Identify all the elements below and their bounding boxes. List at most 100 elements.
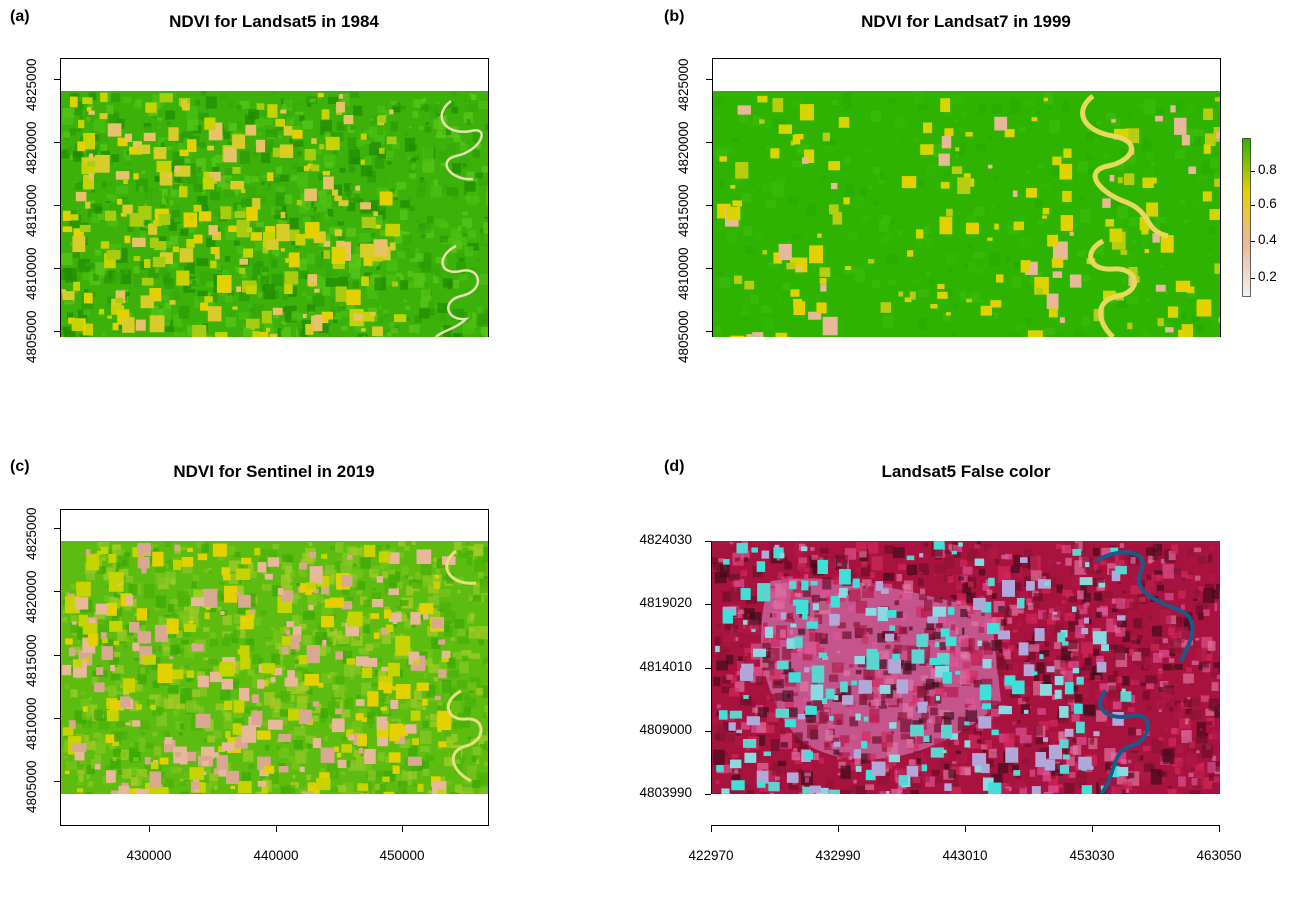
- raster-cell: [826, 780, 834, 790]
- raster-cell: [1064, 612, 1076, 622]
- raster-patch: [431, 618, 444, 629]
- raster-cell: [247, 669, 254, 677]
- raster-cell: [1172, 728, 1180, 735]
- raster-cell: [1079, 605, 1084, 610]
- raster-cell: [1015, 727, 1027, 736]
- raster-patch: [410, 710, 421, 721]
- raster-cell: [285, 116, 295, 124]
- raster-cell: [811, 594, 820, 603]
- raster-cell: [392, 621, 398, 628]
- y-tick: [54, 528, 60, 529]
- raster-cell: [377, 752, 385, 762]
- raster-cell: [810, 547, 815, 551]
- raster-cell: [1013, 647, 1023, 659]
- raster-patch: [373, 632, 380, 639]
- raster-cell: [219, 581, 225, 585]
- raster-patch: [324, 599, 336, 608]
- raster-cell: [1077, 161, 1089, 172]
- raster-cell: [288, 756, 298, 762]
- raster-cell: [427, 694, 437, 702]
- raster-patch: [761, 550, 770, 559]
- raster-cell: [92, 272, 99, 281]
- raster-cell: [794, 757, 802, 765]
- raster-cell: [960, 111, 966, 118]
- raster-cell: [252, 263, 261, 275]
- raster-cell: [144, 203, 148, 207]
- raster-patch: [1203, 108, 1213, 120]
- raster-patch: [225, 730, 231, 739]
- y-axis-line: [60, 528, 61, 826]
- raster-patch: [388, 612, 402, 622]
- raster-cell: [966, 615, 972, 619]
- raster-cell: [741, 310, 748, 316]
- raster-patch: [323, 176, 334, 190]
- raster-cell: [734, 769, 739, 774]
- raster-cell: [263, 118, 274, 126]
- raster-patch: [1044, 581, 1050, 586]
- raster-cell: [479, 299, 484, 303]
- raster-cell: [333, 685, 345, 698]
- raster-cell: [90, 262, 95, 269]
- raster-patch: [360, 133, 367, 140]
- raster-cell: [130, 777, 139, 787]
- raster-cell: [1168, 550, 1176, 561]
- raster-cell: [739, 696, 752, 706]
- raster-cell: [1193, 598, 1198, 602]
- raster-patch: [910, 724, 924, 737]
- raster-cell: [919, 755, 927, 765]
- raster-cell: [370, 670, 380, 677]
- raster-cell: [463, 707, 472, 715]
- raster-cell: [427, 216, 434, 224]
- raster-cell: [991, 773, 1003, 787]
- raster-patch: [382, 776, 390, 783]
- raster-patch: [359, 793, 370, 794]
- raster-patch: [319, 772, 330, 780]
- raster-patch: [205, 606, 211, 610]
- raster-cell: [1036, 662, 1045, 674]
- raster-cell: [483, 222, 488, 234]
- raster-cell: [948, 769, 956, 779]
- raster-cell: [234, 616, 241, 622]
- raster-cell: [144, 776, 150, 781]
- raster-cell: [256, 276, 261, 279]
- y-tick-label: 4805000: [24, 760, 39, 813]
- raster-patch: [82, 323, 94, 336]
- raster-cell: [1015, 781, 1026, 790]
- raster-patch: [214, 253, 220, 260]
- raster-cell: [176, 630, 183, 638]
- raster-cell: [851, 735, 858, 740]
- raster-patch: [380, 627, 389, 635]
- raster-patch: [304, 188, 317, 201]
- raster-cell: [302, 120, 313, 130]
- raster-cell: [412, 99, 424, 108]
- raster-cell: [1133, 618, 1142, 629]
- raster-cell: [894, 115, 905, 129]
- raster-patch: [1084, 617, 1090, 624]
- raster-cell: [1004, 608, 1012, 617]
- raster-patch: [75, 597, 89, 610]
- raster-cell: [763, 635, 770, 645]
- raster-cell: [484, 124, 488, 130]
- raster-cell: [984, 618, 997, 628]
- raster-cell: [443, 757, 454, 767]
- raster-patch: [166, 174, 171, 178]
- raster-cell: [1024, 660, 1030, 664]
- raster-cell: [362, 624, 371, 634]
- raster-cell: [816, 647, 825, 657]
- raster-cell: [1213, 662, 1220, 669]
- raster-cell: [1129, 631, 1133, 634]
- raster-cell: [880, 236, 892, 244]
- raster-cell: [954, 740, 960, 745]
- raster-cell: [1094, 675, 1101, 682]
- raster-patch: [296, 199, 302, 206]
- raster-cell: [889, 218, 896, 225]
- raster-cell: [1168, 627, 1175, 636]
- raster-patch: [73, 281, 81, 291]
- raster-cell: [406, 585, 414, 596]
- raster-patch: [320, 553, 328, 559]
- raster-patch: [150, 704, 156, 711]
- raster-patch: [1175, 280, 1191, 293]
- raster-patch: [743, 695, 749, 700]
- raster-cell: [787, 694, 791, 698]
- raster-patch: [316, 777, 331, 791]
